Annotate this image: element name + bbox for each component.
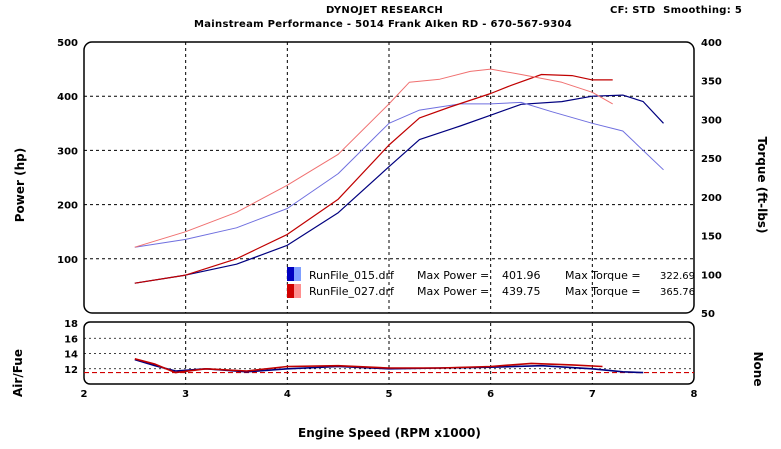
y-tick-label-airfuel: 12	[64, 365, 78, 376]
x-tick-label: 3	[182, 389, 189, 400]
legend-file-run015: RunFile_015.drf	[309, 269, 395, 282]
y-tick-label-torque: 150	[701, 232, 722, 243]
x-tick-label: 5	[386, 389, 393, 400]
series-line-runfile-015-power	[134, 94, 664, 284]
y-tick-label-power: 100	[57, 255, 78, 266]
y-tick-label-airfuel: 16	[64, 334, 78, 345]
chart-subtitle: Mainstream Performance - 5014 Frank AIke…	[194, 19, 573, 30]
x-tick-label: 2	[81, 389, 88, 400]
legend-torque-value-run015: 322.69	[660, 271, 695, 282]
x-tick-label: 8	[691, 389, 698, 400]
y-tick-label-airfuel: 14	[64, 350, 78, 361]
x-axis-label: Engine Speed (RPM x1000)	[298, 426, 481, 440]
y-tick-label-torque: 200	[701, 193, 722, 204]
y-tick-label-torque: 350	[701, 77, 722, 88]
legend-swatch-run027-light	[294, 284, 301, 298]
y-tick-label-power: 500	[57, 38, 78, 49]
series-line-runfile-015-torque	[134, 101, 664, 248]
legend-swatch-run015-dark	[287, 267, 294, 281]
series-line-runfile-027-power	[134, 73, 613, 284]
y-tick-label-torque: 300	[701, 115, 722, 126]
y-tick-label-power: 400	[57, 92, 78, 103]
legend-torque-label-run027: Max Torque =	[565, 285, 641, 298]
airfuel-line-runfile-027	[134, 358, 603, 374]
legend-torque-label-run015: Max Torque =	[565, 269, 641, 282]
legend: RunFile_015.drf Max Power = 401.96 Max T…	[287, 267, 695, 298]
y-tick-label-power: 200	[57, 201, 78, 212]
y-tick-label-torque: 250	[701, 154, 722, 165]
y-tick-label-airfuel: 18	[64, 319, 78, 330]
legend-torque-value-run027: 365.76	[660, 287, 695, 298]
x-tick-label: 4	[284, 389, 291, 400]
legend-file-run027: RunFile_027.drf	[309, 285, 395, 298]
chart-title: DYNOJET RESEARCH	[326, 5, 444, 16]
legend-swatch-run027-dark	[287, 284, 294, 298]
y-tick-label-torque: 400	[701, 38, 722, 49]
y-tick-label-torque: 50	[701, 309, 715, 320]
legend-power-value-run015: 401.96	[502, 269, 541, 282]
y-tick-label-power: 300	[57, 146, 78, 157]
x-tick-label: 7	[589, 389, 596, 400]
legend-swatch-run015-light	[294, 267, 301, 281]
y-tick-label-torque: 100	[701, 270, 722, 281]
legend-power-label-run015: Max Power =	[417, 269, 489, 282]
series-line-runfile-027-torque	[134, 68, 613, 248]
settings-label: CF: STD Smoothing: 5	[610, 5, 743, 16]
legend-power-label-run027: Max Power =	[417, 285, 489, 298]
legend-power-value-run027: 439.75	[502, 285, 541, 298]
x-tick-label: 6	[487, 389, 494, 400]
